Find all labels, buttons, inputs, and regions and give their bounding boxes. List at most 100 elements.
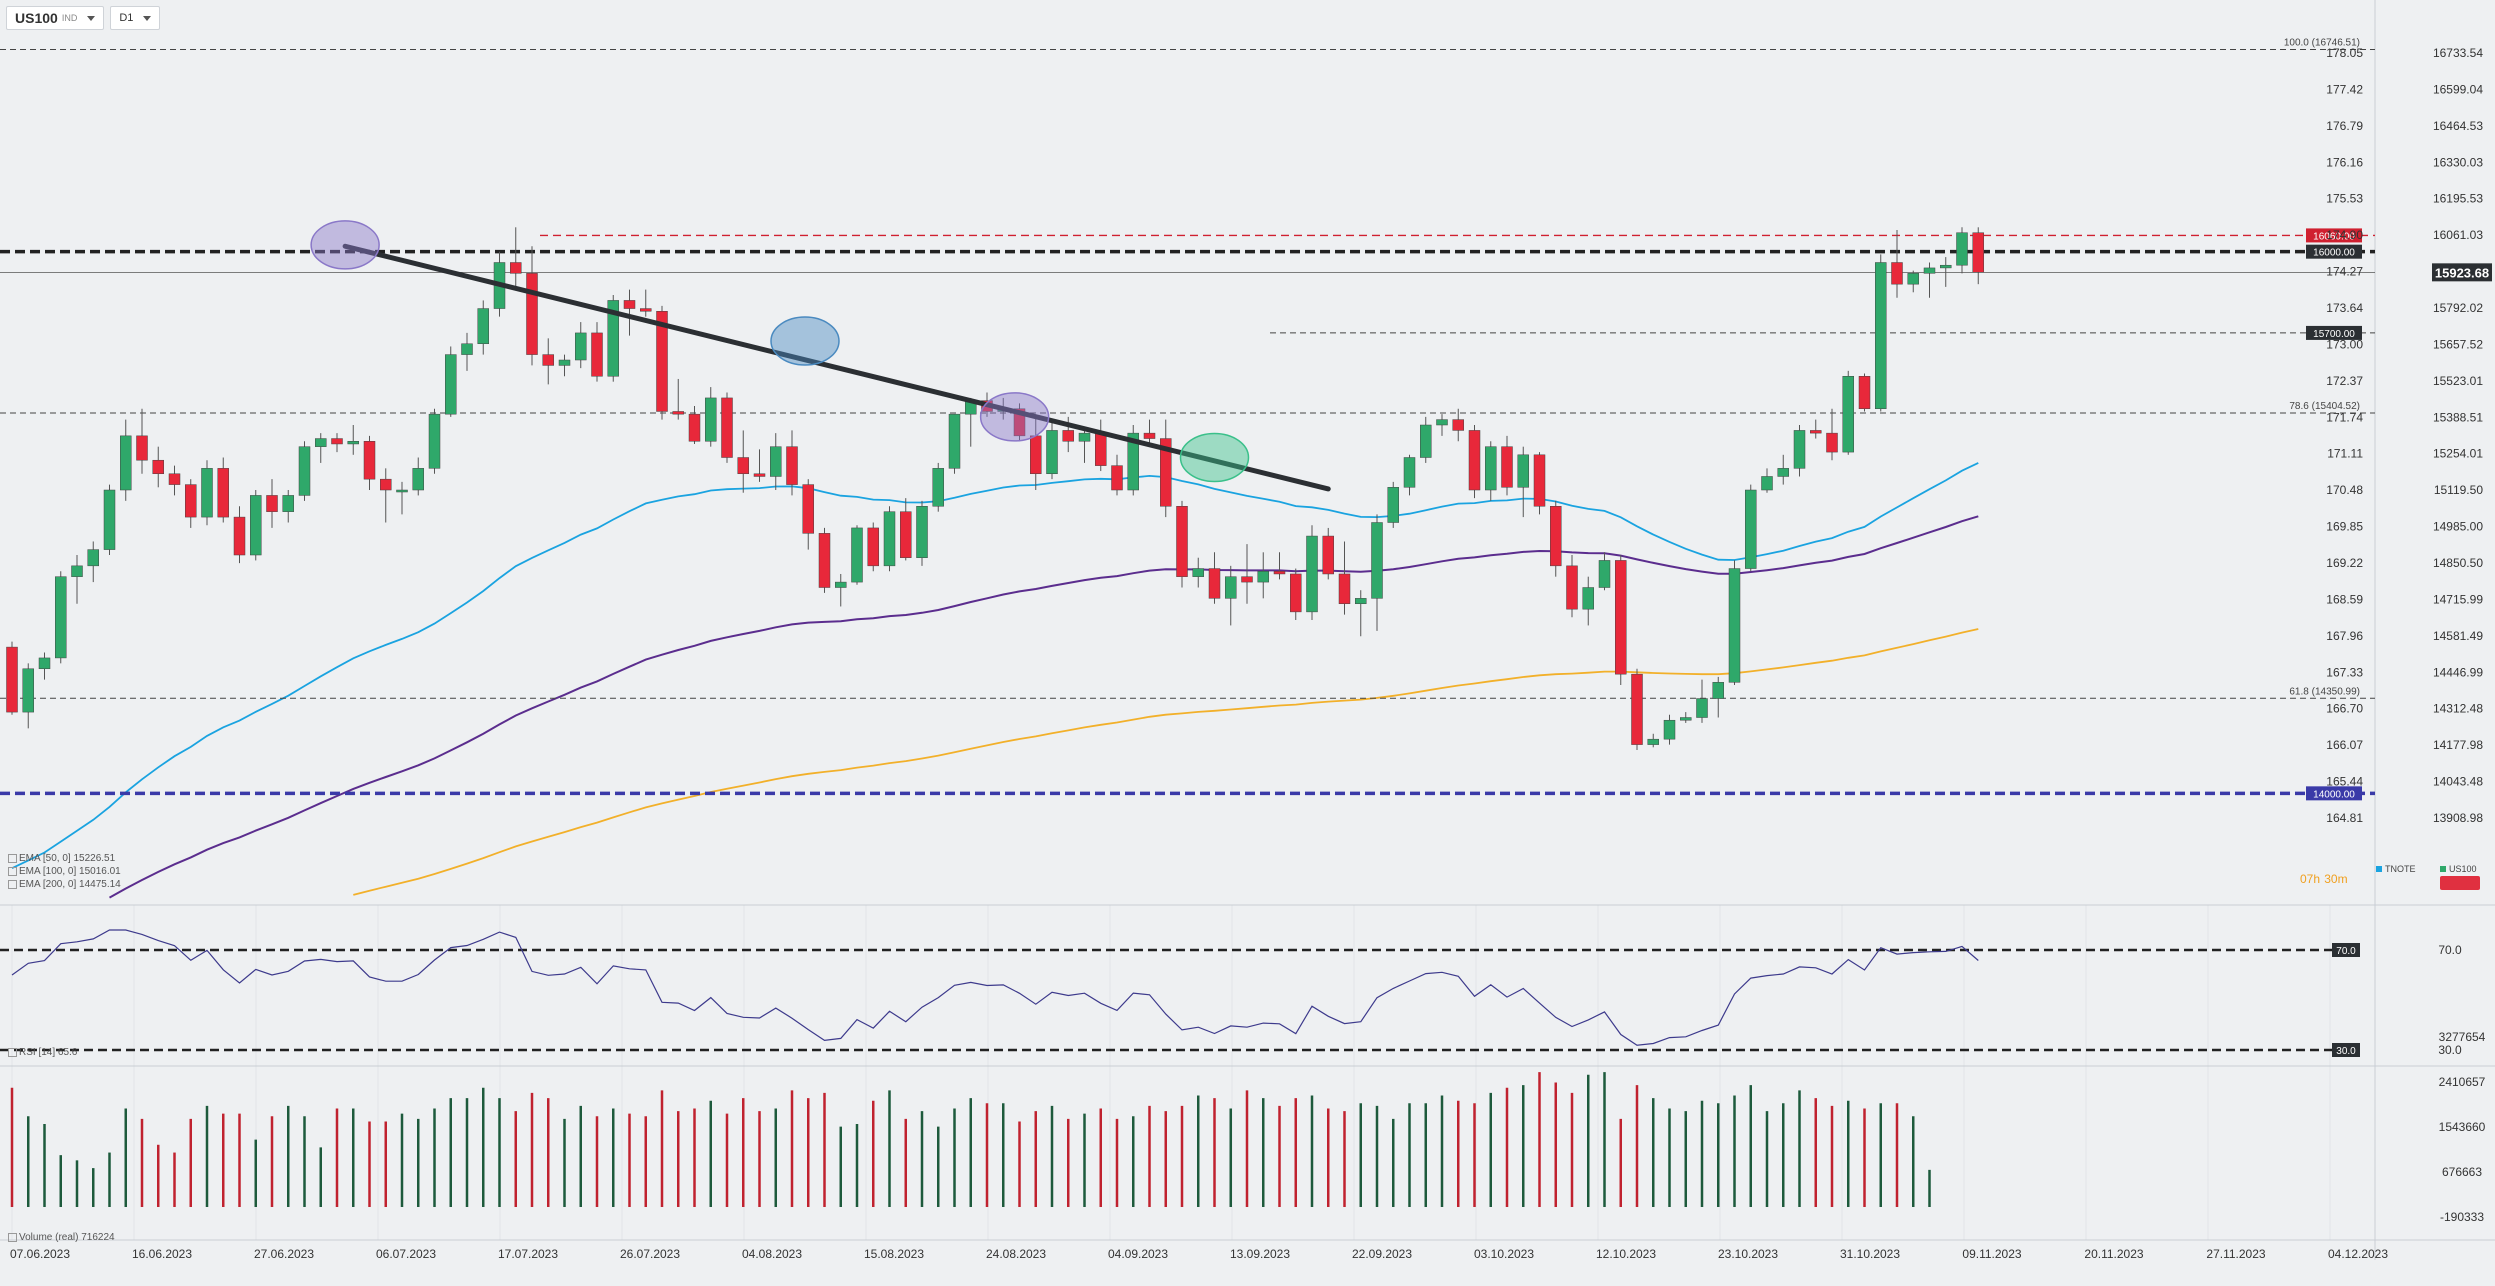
- price-tick-label: 14446.99: [2433, 665, 2483, 679]
- candle-down: [1468, 430, 1481, 491]
- ema100-legend[interactable]: EMA [100, 0] 15016.01: [8, 866, 121, 877]
- candle-down: [1095, 432, 1107, 466]
- candle-up: [1485, 446, 1497, 491]
- secondary-tick-label: 166.70: [2326, 702, 2363, 716]
- rsi-tick-label: 30.0: [2438, 1043, 2462, 1057]
- last-price-text: 15923.68: [2435, 265, 2489, 280]
- date-tick-label: 13.09.2023: [1230, 1247, 1290, 1261]
- level-label: 61.8 (14350.99): [2289, 686, 2360, 697]
- candle-countdown: 07h 30m: [2300, 872, 2348, 886]
- rsi-legend[interactable]: RSI [14] 65.6: [8, 1047, 77, 1058]
- candle-down: [1030, 435, 1042, 475]
- price-tick-label: 14715.99: [2433, 592, 2483, 606]
- candle-up: [835, 581, 847, 588]
- candle-up: [1680, 717, 1692, 721]
- secondary-tick-label: 172.37: [2326, 374, 2363, 388]
- date-tick-label: 20.11.2023: [2084, 1247, 2143, 1261]
- indicator-settings-icon: [8, 1047, 17, 1057]
- candle-down: [217, 468, 229, 518]
- indicator-settings-icon: [8, 879, 17, 889]
- candle-down: [168, 473, 181, 485]
- price-tick-label: 13908.98: [2433, 811, 2483, 825]
- candle-up: [477, 308, 489, 345]
- ema50-legend[interactable]: EMA [50, 0] 15226.51: [8, 853, 115, 864]
- candle-down: [802, 484, 814, 534]
- highlight-ellipse: [770, 316, 840, 366]
- secondary-tick-label: 164.81: [2326, 811, 2363, 825]
- symbol-label: US100: [15, 10, 58, 26]
- trendline: [342, 243, 1331, 492]
- candle-up: [201, 468, 213, 518]
- price-tick-label: 14985.00: [2433, 520, 2483, 534]
- candle-up: [22, 668, 34, 713]
- candle-up: [1420, 424, 1432, 458]
- secondary-tick-label: 166.07: [2326, 738, 2363, 752]
- candle-up: [851, 527, 863, 583]
- timeframe-selector[interactable]: D1: [110, 6, 161, 30]
- candle-down: [1273, 571, 1286, 575]
- candle-up: [87, 549, 99, 567]
- secondary-tick-label: 176.79: [2326, 119, 2363, 133]
- symbol-tag: IND: [61, 13, 78, 23]
- candle-up: [1225, 576, 1237, 599]
- candle-down: [185, 484, 197, 518]
- date-tick-label: 22.09.2023: [1352, 1247, 1412, 1261]
- candle-down: [1290, 573, 1302, 613]
- candle-down: [233, 516, 246, 556]
- candle-up: [1923, 267, 1936, 274]
- candle-up: [315, 438, 327, 447]
- ema50-line: [11, 462, 1979, 870]
- price-tick-label: 15254.01: [2433, 447, 2483, 461]
- level-badge: [2306, 244, 2362, 259]
- price-tick-label: 16195.53: [2433, 192, 2483, 206]
- price-tick-label: 16464.53: [2433, 119, 2483, 133]
- secondary-tick-label: 170.48: [2326, 483, 2363, 497]
- candle-down: [753, 473, 766, 477]
- level-badge-text: 16060.00: [2313, 231, 2355, 242]
- candle-up: [1875, 262, 1887, 410]
- secondary-tick-label: 169.22: [2326, 556, 2363, 570]
- candle-down: [1143, 432, 1156, 439]
- candle-down: [867, 527, 879, 567]
- secondary-tick-label: 173.64: [2326, 301, 2363, 315]
- price-tick-label: 14850.50: [2433, 556, 2483, 570]
- candle-down: [721, 397, 733, 458]
- symbol-selector[interactable]: US100 IND: [6, 6, 105, 30]
- chart-panes: [0, 0, 2495, 1260]
- candle-up: [1582, 587, 1594, 610]
- date-tick-label: 04.09.2023: [1108, 1247, 1168, 1261]
- candle-down: [1208, 568, 1221, 599]
- candle-down: [672, 411, 684, 415]
- candle-up: [1403, 457, 1416, 488]
- secondary-tick-label: 171.74: [2326, 410, 2363, 424]
- secondary-tick-label: 176.16: [2326, 155, 2363, 169]
- secondary-tick-label: 175.53: [2326, 192, 2363, 206]
- rsi-level-badge: [2332, 943, 2360, 957]
- price-tick-label: 16330.03: [2433, 155, 2483, 169]
- indicator-settings-icon: [8, 866, 17, 876]
- candle-up: [1907, 273, 1919, 285]
- date-tick-label: 16.06.2023: [132, 1247, 192, 1261]
- secondary-tick-label: 169.85: [2326, 520, 2363, 534]
- ema100-line: [109, 515, 1979, 899]
- candle-up: [1940, 264, 1952, 269]
- candle-down: [737, 457, 749, 475]
- symbol-legend-us100[interactable]: US100: [2440, 864, 2477, 874]
- volume-legend[interactable]: Volume (real) 716224: [8, 1232, 115, 1243]
- date-tick-label: 27.06.2023: [254, 1247, 314, 1261]
- date-tick-label: 12.10.2023: [1596, 1247, 1656, 1261]
- candle-down: [1615, 560, 1627, 675]
- level-badge: [2306, 786, 2362, 801]
- ema200-legend[interactable]: EMA [200, 0] 14475.14: [8, 879, 121, 890]
- date-tick-label: 15.08.2023: [864, 1247, 924, 1261]
- candle-down: [1501, 446, 1513, 488]
- symbol-legend-tnote[interactable]: TNOTE: [2376, 864, 2416, 874]
- candle-down: [900, 511, 912, 558]
- candle-up: [1712, 682, 1724, 699]
- date-tick-label: 17.07.2023: [498, 1247, 558, 1261]
- candle-down: [818, 533, 831, 588]
- highlight-ellipse: [1179, 432, 1250, 483]
- date-tick-label: 07.06.2023: [10, 1247, 70, 1261]
- candle-up: [1306, 535, 1318, 613]
